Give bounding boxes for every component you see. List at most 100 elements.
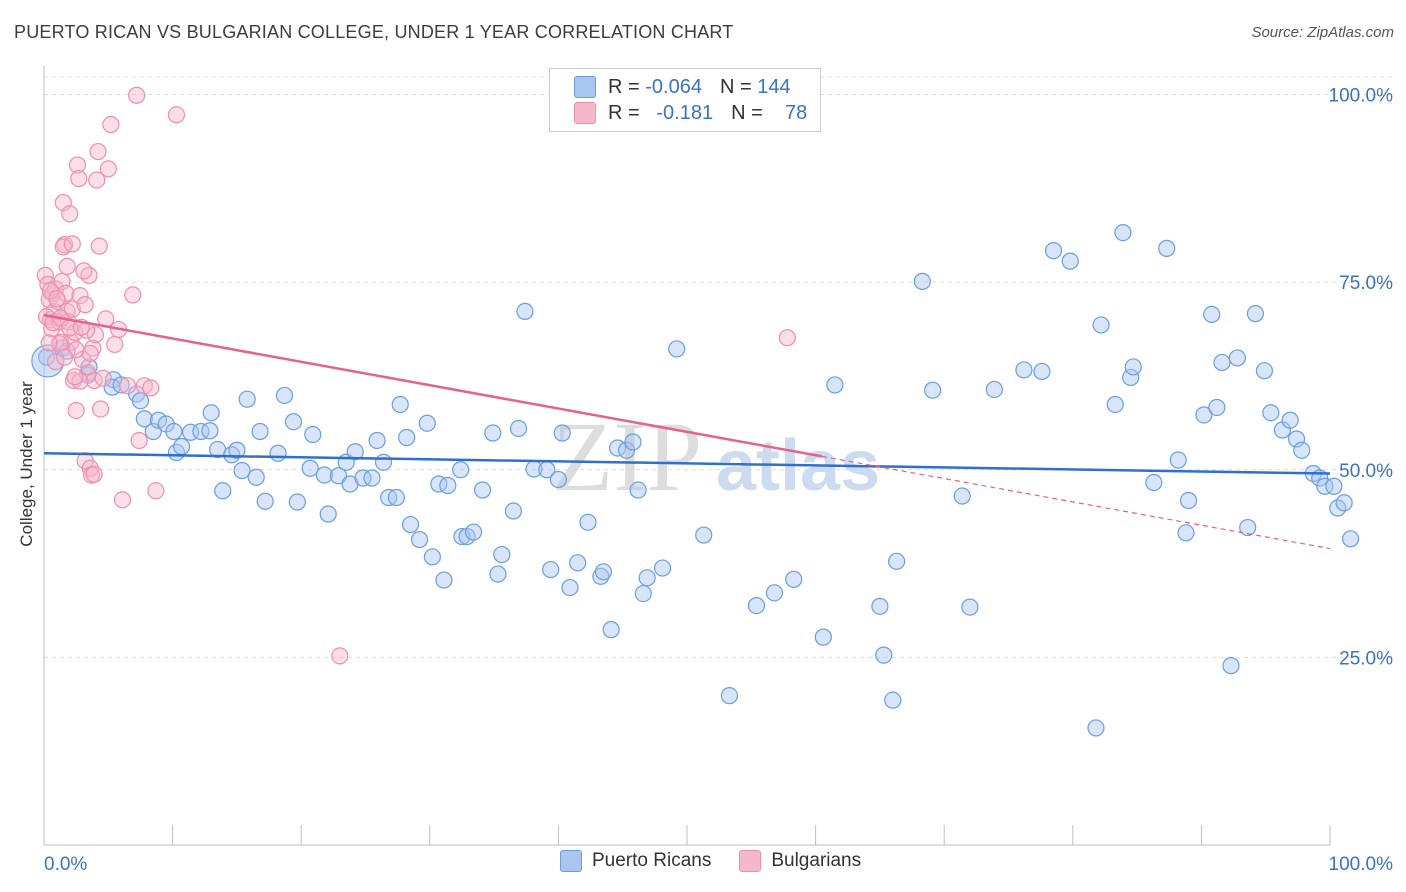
- data-point-bulgarian: [48, 290, 66, 308]
- legend-swatch-pink: [574, 102, 596, 124]
- data-point-puerto-rican: [569, 554, 587, 572]
- watermark: ZIP atlas: [552, 401, 880, 512]
- data-point-bulgarian: [63, 235, 81, 253]
- data-point-puerto-rican: [202, 404, 220, 422]
- data-point-puerto-rican: [985, 380, 1003, 399]
- data-point-bulgarian: [76, 296, 94, 314]
- legend-r-value: -0.181: [656, 101, 714, 124]
- grid-lines: [44, 76, 1395, 658]
- legend-item-bulgarians[interactable]: Bulgarians: [739, 850, 861, 872]
- axes: [43, 66, 1331, 846]
- data-point-puerto-rican: [875, 646, 893, 664]
- data-point-bulgarian: [58, 257, 76, 275]
- data-point-puerto-rican: [629, 481, 647, 499]
- data-point-bulgarian: [68, 156, 87, 174]
- y-tick-label: 100.0%: [1329, 86, 1394, 107]
- data-point-bulgarian: [40, 334, 58, 352]
- legend-label-puerto-ricans: Puerto Ricans: [592, 850, 712, 871]
- data-point-puerto-rican: [144, 422, 162, 441]
- data-point-puerto-rican: [1316, 477, 1334, 495]
- data-point-puerto-rican: [401, 515, 420, 534]
- data-point-puerto-rican: [1122, 368, 1140, 387]
- legend-swatch-blue: [574, 76, 596, 98]
- trend-line-bulgarians: [43, 313, 823, 458]
- y-axis-label: College, Under 1 year: [17, 381, 36, 547]
- data-point-puerto-rican: [112, 376, 130, 394]
- x-tick-label: 100.0%: [1329, 854, 1394, 875]
- data-point-puerto-rican: [247, 468, 265, 486]
- legend-label-bulgarians: Bulgarians: [771, 850, 862, 871]
- legend-row-bulgarians: R = -0.181 N = 78: [574, 100, 807, 126]
- data-point-puerto-rican: [423, 548, 441, 566]
- data-point-puerto-rican: [1287, 430, 1306, 448]
- data-point-puerto-rican: [785, 570, 803, 588]
- legend-item-puerto-ricans[interactable]: Puerto Ricans: [560, 850, 711, 872]
- data-point-puerto-rican: [301, 459, 319, 477]
- data-point-puerto-rican: [913, 272, 931, 290]
- data-point-puerto-rican: [1114, 224, 1132, 242]
- data-point-puerto-rican: [1106, 395, 1124, 414]
- tick-labels: 25.0% 50.0% 75.0% 100.0% 0.0% 100.0%: [44, 86, 1393, 875]
- data-point-puerto-rican: [1222, 657, 1240, 675]
- data-point-puerto-rican: [256, 492, 274, 510]
- data-point-puerto-rican: [368, 431, 386, 450]
- data-point-puerto-rican: [346, 443, 364, 461]
- data-point-bulgarian: [88, 171, 106, 189]
- data-point-puerto-rican: [1293, 441, 1311, 459]
- data-point-bulgarian: [94, 369, 112, 387]
- data-point-puerto-rican: [435, 571, 453, 589]
- data-point-puerto-rican: [594, 563, 613, 581]
- series-bulgarians: [36, 86, 796, 665]
- data-point-puerto-rican: [484, 424, 502, 442]
- legend-r-value: -0.064: [645, 75, 702, 98]
- data-point-puerto-rican: [374, 453, 393, 471]
- data-point-puerto-rican: [284, 413, 303, 431]
- data-point-puerto-rican: [516, 302, 534, 321]
- data-point-bulgarian: [130, 431, 148, 450]
- trend-lines: [43, 313, 1331, 550]
- data-point-bulgarian: [127, 86, 146, 104]
- legend-r-label: R =: [608, 75, 640, 98]
- series-legend: Puerto Ricans Bulgarians: [560, 850, 889, 872]
- data-point-bulgarian: [70, 169, 88, 188]
- data-point-puerto-rican: [888, 552, 906, 570]
- data-point-puerto-rican: [1246, 305, 1265, 323]
- data-point-puerto-rican: [418, 414, 436, 432]
- data-point-puerto-rican: [214, 482, 232, 500]
- data-point-puerto-rican: [251, 422, 269, 441]
- data-point-bulgarian: [778, 329, 796, 347]
- data-point-puerto-rican: [826, 376, 844, 394]
- x-tick-label: 0.0%: [44, 854, 87, 875]
- legend-n-value: 78: [785, 101, 808, 124]
- data-point-puerto-rican: [1015, 361, 1033, 379]
- data-point-puerto-rican: [961, 598, 979, 616]
- data-point-puerto-rican: [549, 470, 568, 489]
- data-point-puerto-rican: [624, 433, 642, 451]
- data-point-puerto-rican: [439, 476, 457, 495]
- data-point-puerto-rican: [1281, 411, 1299, 429]
- data-point-puerto-rican: [1033, 362, 1051, 381]
- chart-title: PUERTO RICAN VS BULGARIAN COLLEGE, UNDER…: [14, 22, 734, 42]
- data-point-puerto-rican: [1061, 252, 1079, 270]
- data-point-puerto-rican: [1208, 398, 1226, 417]
- data-point-puerto-rican: [579, 513, 597, 531]
- data-point-puerto-rican: [275, 386, 294, 405]
- watermark-zip: ZIP: [552, 401, 702, 512]
- data-point-bulgarian: [66, 368, 84, 386]
- data-point-puerto-rican: [871, 597, 889, 615]
- data-point-puerto-rican: [592, 567, 610, 585]
- data-point-puerto-rican: [720, 687, 739, 705]
- data-point-bulgarian: [113, 491, 132, 509]
- data-point-puerto-rican: [452, 461, 470, 479]
- data-point-bulgarian: [142, 379, 160, 397]
- data-point-puerto-rican: [1179, 491, 1198, 510]
- data-point-bulgarian: [86, 326, 105, 344]
- data-point-puerto-rican: [493, 545, 511, 564]
- data-point-bulgarian: [90, 237, 108, 255]
- data-point-bulgarian: [85, 465, 103, 483]
- data-point-puerto-rican: [1213, 353, 1231, 372]
- data-point-puerto-rican: [1158, 239, 1176, 257]
- data-point-puerto-rican: [634, 584, 652, 603]
- data-point-puerto-rican: [473, 481, 492, 499]
